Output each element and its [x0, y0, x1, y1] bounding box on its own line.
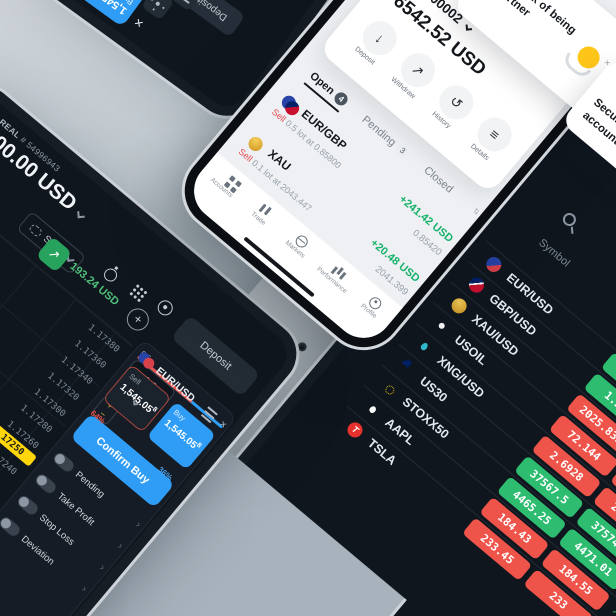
camera-dot-icon	[295, 340, 309, 354]
tesla-logo-icon: T	[344, 419, 366, 441]
close-icon[interactable]: ×	[216, 418, 230, 432]
eur-usd-flag-icon	[483, 253, 505, 276]
search-icon[interactable]	[560, 210, 579, 229]
chart-settings-button[interactable]	[199, 403, 222, 426]
chevron-right-icon: ›	[96, 561, 108, 574]
support-icon	[154, 297, 176, 319]
sort-icon[interactable]: ↑↓	[470, 204, 482, 216]
partner-perk-text: The perk of being a partner	[487, 0, 579, 37]
chevron-right-icon: ›	[78, 583, 90, 595]
gbp-usd-flag-icon	[465, 274, 488, 296]
tab-closed[interactable]: Closed	[421, 164, 456, 196]
pending-count-badge: 3	[393, 141, 412, 160]
grid-dots-icon	[135, 284, 140, 289]
chevron-right-icon: ›	[132, 518, 144, 531]
chevron-down-icon	[465, 24, 473, 31]
cloud-icon	[28, 222, 44, 238]
toggle-switch[interactable]	[51, 450, 77, 474]
open-count-badge: 4	[331, 89, 351, 109]
trend-up-arrow-icon: ↗	[608, 602, 616, 616]
support-button[interactable]	[147, 290, 184, 327]
toggle-switch[interactable]	[0, 514, 23, 539]
stopwatch-icon	[101, 265, 120, 285]
gold-icon	[448, 295, 470, 317]
toggle-switch[interactable]	[15, 493, 41, 517]
chevron-right-icon: ›	[114, 540, 126, 552]
chevron-down-icon	[77, 210, 85, 219]
toggle-switch[interactable]	[33, 472, 59, 496]
symbol-column-header: Symbol	[536, 236, 573, 270]
